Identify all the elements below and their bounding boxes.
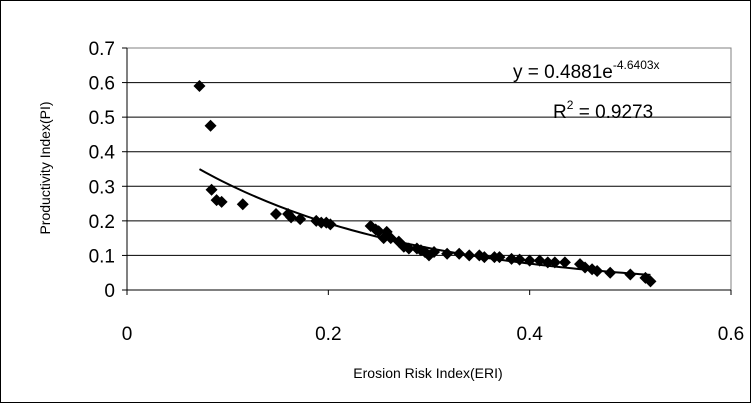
data-point	[204, 119, 217, 132]
data-point	[624, 268, 637, 281]
data-point	[591, 264, 604, 277]
data-point	[505, 252, 518, 265]
r-squared-label: R2 = 0.9273	[553, 98, 653, 123]
data-point	[513, 253, 526, 266]
data-point	[493, 251, 506, 264]
y-tick-label: 0	[104, 281, 115, 302]
data-point	[463, 249, 476, 262]
y-tick-label: 0.2	[89, 212, 115, 233]
y-tick-label: 0.5	[89, 108, 115, 129]
y-tick-label: 0.6	[89, 74, 115, 95]
data-point	[441, 247, 454, 260]
trendline	[198, 168, 651, 276]
y-tick-labels: 0 0.1 0.2 0.3 0.4 0.5 0.6 0.7	[89, 39, 116, 302]
y-tick-label: 0.1	[89, 246, 115, 267]
data-points	[193, 80, 657, 288]
x-tick-label: 0.4	[516, 324, 543, 345]
data-point	[558, 256, 571, 269]
data-point	[294, 213, 307, 226]
y-tick-label: 0.3	[89, 177, 115, 198]
data-point	[541, 256, 554, 269]
data-point	[269, 207, 282, 220]
data-point	[236, 198, 249, 211]
data-point	[205, 183, 218, 196]
y-tick-label: 0.4	[89, 143, 116, 164]
data-point	[644, 275, 657, 288]
data-point	[193, 80, 206, 93]
y-tick-label: 0.7	[89, 39, 115, 60]
data-point	[428, 245, 441, 258]
data-point	[478, 251, 491, 264]
data-point	[324, 218, 337, 231]
data-point	[215, 195, 228, 208]
data-point	[453, 247, 466, 260]
x-axis-title: Erosion Risk Index(ERI)	[353, 365, 502, 381]
trendline-equation: y = 0.4881e-4.6403x	[513, 58, 660, 83]
y-axis-title: Productivity Index(PI)	[37, 101, 53, 234]
x-tick-label: 0.6	[718, 324, 744, 345]
data-point	[548, 256, 561, 269]
x-tick-label: 0.2	[315, 324, 341, 345]
data-point	[523, 254, 536, 267]
x-tick-labels: 0 0.2 0.4 0.6	[122, 324, 745, 345]
data-point	[285, 211, 298, 224]
axes	[122, 47, 732, 295]
data-point	[604, 266, 617, 279]
data-point	[402, 242, 415, 255]
data-point	[533, 254, 546, 267]
x-tick-label: 0	[122, 324, 133, 345]
